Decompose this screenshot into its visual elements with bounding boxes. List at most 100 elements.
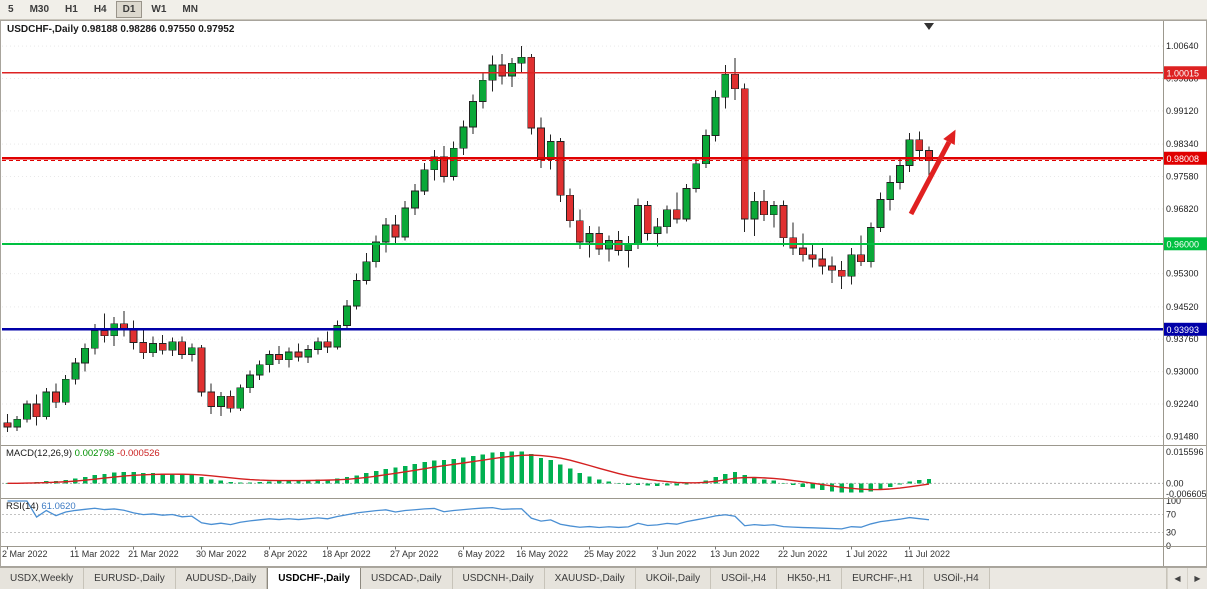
candle <box>314 337 322 355</box>
candle <box>187 343 196 362</box>
candle <box>595 226 604 255</box>
candle <box>672 192 681 224</box>
timeframe-button-5[interactable]: 5 <box>8 4 14 15</box>
rsi-axis-label-30: 30 <box>1166 528 1176 538</box>
candle <box>634 198 642 249</box>
macd-indicator: 0.015596 0.00-0.006605 <box>2 447 1207 499</box>
chart-tabs-strip: USDX,Weekly EURUSD-,Daily AUDUSD-,Daily USD… <box>0 568 1166 589</box>
chart-tab-audusd-daily[interactable]: AUDUSD-,Daily <box>175 568 268 589</box>
candle <box>866 222 875 268</box>
chart-tab-eurusd-daily[interactable]: EURUSD-,Daily <box>84 568 176 589</box>
candle <box>799 233 807 262</box>
candle <box>779 200 788 247</box>
candle <box>818 248 827 275</box>
timeframe-button-d1[interactable]: D1 <box>115 1 143 18</box>
candle <box>129 320 138 350</box>
chart-tab-usdx-weekly[interactable]: USDX,Weekly <box>0 568 85 589</box>
candle <box>857 235 865 266</box>
price-tick-label: 0.93000 <box>1166 367 1199 377</box>
candle <box>178 336 186 359</box>
date-tick-label: 22 Jun 2022 <box>778 549 828 559</box>
timeframe-button-m30[interactable]: M30 <box>29 4 50 15</box>
candle <box>702 129 710 168</box>
date-axis[interactable]: 2 Mar 2022 11 Mar 2022 21 Mar 2022 30 Mar 2… <box>2 546 950 560</box>
candle <box>469 94 477 134</box>
candle <box>682 184 691 222</box>
chart-tab-hk50-h1[interactable]: HK50-,H1 <box>777 568 843 589</box>
price-tick-label: 0.95300 <box>1166 269 1199 279</box>
candle <box>71 357 80 385</box>
candle <box>828 256 836 283</box>
candle <box>527 53 536 135</box>
candle <box>226 390 235 413</box>
trend-arrow[interactable] <box>908 129 956 216</box>
price-tick-label: 0.91480 <box>1166 431 1199 441</box>
chart-tab-usdcnh-daily[interactable]: USDCNH-,Daily <box>452 568 545 589</box>
price-tag-0-96: 0.96000 <box>1164 237 1207 251</box>
candle <box>546 134 555 170</box>
candle <box>246 370 254 393</box>
rsi-axis-label-100: 100 <box>1166 496 1181 506</box>
timeframe-button-w1[interactable]: W1 <box>151 4 167 15</box>
timeframe-button-mn[interactable]: MN <box>182 4 198 15</box>
price-chart-svg[interactable]: 0.0155960.00-0.006605100703001.006400.99… <box>0 20 1207 567</box>
tab-scroll-left-icon[interactable]: ◀ <box>1167 568 1187 589</box>
candle <box>275 346 283 364</box>
candle <box>430 150 439 181</box>
candle <box>847 248 856 285</box>
chart-area[interactable]: 0.0155960.00-0.006605100703001.006400.99… <box>0 20 1207 567</box>
macd-axis-top-label: 0.015596 <box>1166 447 1204 457</box>
tab-scroll-right-icon[interactable]: ▶ <box>1187 568 1207 589</box>
chart-tab-ukoil-daily[interactable]: UKOil-,Daily <box>635 568 712 589</box>
timeframe-button-h4[interactable]: H4 <box>93 4 107 15</box>
price-tick-label: 1.00640 <box>1166 41 1199 51</box>
date-tick-label: 3 Jun 2022 <box>652 549 697 559</box>
candle <box>605 235 613 262</box>
candle <box>284 347 293 368</box>
chart-tab-eurchf-h1[interactable]: EURCHF-,H1 <box>842 568 924 589</box>
candle <box>217 392 225 416</box>
candle <box>566 188 574 228</box>
chart-tab-usdcad-daily[interactable]: USDCAD-,Daily <box>360 568 453 589</box>
candle <box>517 46 526 73</box>
chart-tab-usoil-h4[interactable]: USOil-,H4 <box>711 568 778 589</box>
candle <box>789 222 798 255</box>
date-tick-label: 18 Apr 2022 <box>322 549 371 559</box>
date-tick-label: 30 Mar 2022 <box>196 549 247 559</box>
candle <box>352 273 361 310</box>
candle <box>711 90 720 142</box>
date-tick-label: 16 May 2022 <box>516 549 568 559</box>
price-axis[interactable]: 1.006400.998800.991200.983400.975800.968… <box>1164 41 1207 441</box>
svg-text:0.96000: 0.96000 <box>1167 239 1200 249</box>
chart-tab-usoil-h4[interactable]: USOil-,H4 <box>923 568 990 589</box>
candle <box>255 360 264 381</box>
chart-tab-xauusd-daily[interactable]: XAUUSD-,Daily <box>544 568 636 589</box>
svg-text:0.98008: 0.98008 <box>1167 154 1200 164</box>
chart-tabs-bar: USDX,Weekly EURUSD-,Daily AUDUSD-,Daily USD… <box>0 567 1207 589</box>
candle <box>915 131 924 162</box>
price-tick-label: 0.92240 <box>1166 399 1199 409</box>
price-tick-label: 0.98340 <box>1166 139 1199 149</box>
candle <box>149 336 157 358</box>
candle <box>449 141 458 181</box>
candle <box>236 384 245 411</box>
candle <box>886 175 895 211</box>
timeframe-button-h1[interactable]: H1 <box>65 4 78 15</box>
candle <box>81 343 89 372</box>
candle <box>808 243 817 268</box>
chart-tab-usdchf-daily[interactable]: USDCHF-,Daily <box>267 568 361 589</box>
candle <box>52 383 60 409</box>
date-tick-label: 6 May 2022 <box>458 549 505 559</box>
date-tick-label: 21 Mar 2022 <box>128 549 179 559</box>
candle <box>333 320 342 350</box>
candle <box>42 387 51 420</box>
candle <box>760 190 768 221</box>
price-tick-label: 0.99120 <box>1166 106 1199 116</box>
candle <box>168 337 177 357</box>
shift-marker-icon[interactable] <box>924 23 934 30</box>
candle <box>411 184 419 215</box>
date-tick-label: 11 Jul 2022 <box>904 549 950 559</box>
price-tag-1-00015: 1.00015 <box>1164 66 1207 80</box>
macd-axis-bottom-label: -0.006605 <box>1166 489 1207 499</box>
candle <box>304 345 313 364</box>
